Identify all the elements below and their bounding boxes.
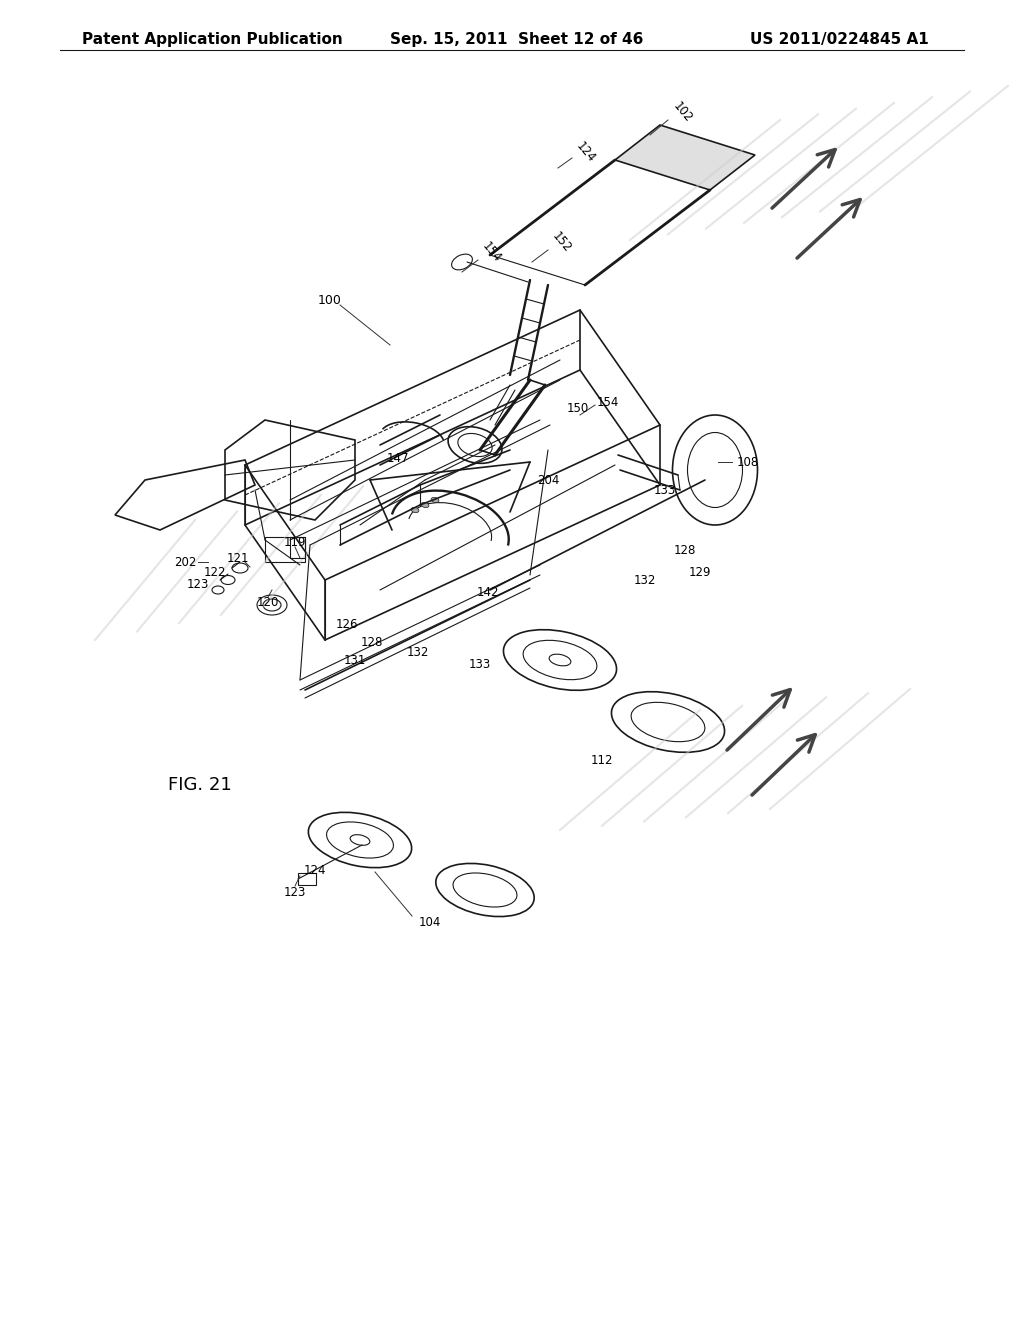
Ellipse shape bbox=[411, 507, 419, 512]
Bar bbox=[265, 537, 305, 562]
Text: 133: 133 bbox=[654, 483, 676, 496]
Text: 154: 154 bbox=[597, 396, 620, 408]
Text: 204: 204 bbox=[537, 474, 559, 487]
Text: 122: 122 bbox=[204, 565, 226, 578]
Text: Sep. 15, 2011  Sheet 12 of 46: Sep. 15, 2011 Sheet 12 of 46 bbox=[390, 32, 643, 48]
Ellipse shape bbox=[421, 503, 429, 508]
Text: 131: 131 bbox=[344, 653, 367, 667]
Text: 123: 123 bbox=[186, 578, 209, 591]
Text: 154: 154 bbox=[480, 239, 504, 265]
Text: 121: 121 bbox=[226, 552, 249, 565]
Text: 147: 147 bbox=[387, 451, 410, 465]
Text: 128: 128 bbox=[360, 635, 383, 648]
Text: 150: 150 bbox=[567, 401, 589, 414]
Text: 124: 124 bbox=[573, 139, 598, 165]
Text: 102: 102 bbox=[671, 99, 695, 125]
Text: 112: 112 bbox=[591, 754, 613, 767]
Text: 119: 119 bbox=[284, 536, 306, 549]
Text: 132: 132 bbox=[407, 645, 429, 659]
Text: 124: 124 bbox=[304, 863, 327, 876]
Text: Patent Application Publication: Patent Application Publication bbox=[82, 32, 343, 48]
Text: US 2011/0224845 A1: US 2011/0224845 A1 bbox=[750, 32, 929, 48]
Text: 128: 128 bbox=[674, 544, 696, 557]
Text: 126: 126 bbox=[336, 619, 358, 631]
Ellipse shape bbox=[431, 498, 439, 503]
Text: 202: 202 bbox=[174, 556, 197, 569]
Text: 142: 142 bbox=[477, 586, 500, 598]
Bar bbox=[298, 873, 316, 884]
Text: 100: 100 bbox=[318, 293, 342, 306]
Text: 123: 123 bbox=[284, 886, 306, 899]
Text: FIG. 21: FIG. 21 bbox=[168, 776, 231, 795]
Text: 132: 132 bbox=[634, 573, 656, 586]
Text: 120: 120 bbox=[257, 595, 280, 609]
Text: 129: 129 bbox=[689, 565, 712, 578]
Polygon shape bbox=[615, 125, 755, 190]
Text: 152: 152 bbox=[550, 230, 574, 255]
Text: 104: 104 bbox=[419, 916, 441, 928]
Text: 108: 108 bbox=[737, 455, 759, 469]
Text: 133: 133 bbox=[469, 659, 492, 672]
